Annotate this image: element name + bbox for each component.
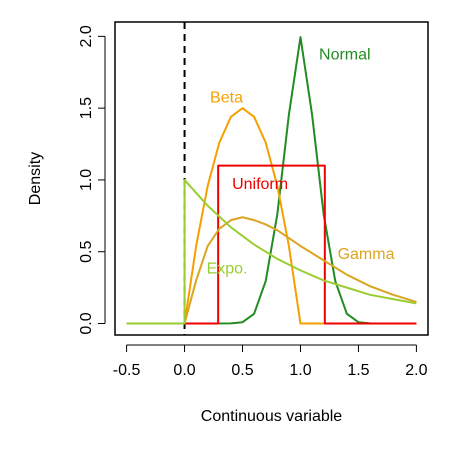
y-axis: 0.0 0.5 1.0 1.5 2.0	[78, 25, 106, 335]
y-tick-label: 1.0	[78, 169, 95, 191]
series-expo-line	[126, 178, 417, 325]
series-uniform-line	[126, 164, 417, 325]
series-layer	[126, 36, 417, 325]
series-label-normal: Normal	[319, 47, 371, 64]
series-label-uniform: Uniform	[232, 176, 288, 193]
x-axis: -0.5 0.0 0.5 1.0 1.5 2.0	[113, 344, 428, 379]
series-label-gamma: Gamma	[338, 246, 395, 263]
plot-area	[114, 21, 429, 336]
y-tick-label: 0.5	[78, 241, 95, 263]
series-label-beta: Beta	[210, 90, 243, 107]
y-tick-label: 2.0	[78, 25, 95, 47]
series-labels: Normal Beta Uniform Gamma Expo.	[207, 47, 395, 278]
y-tick-label: 1.5	[78, 97, 95, 119]
x-tick-label: -0.5	[113, 362, 141, 379]
x-tick-label: 0.0	[173, 362, 195, 379]
series-normal-line	[126, 36, 417, 325]
series-label-expo: Expo.	[207, 261, 248, 278]
series-gamma-line	[126, 216, 417, 325]
y-tick-label: 0.0	[78, 312, 95, 334]
series-beta-line	[126, 107, 417, 325]
x-tick-label: 1.0	[289, 362, 311, 379]
x-tick-label: 2.0	[405, 362, 427, 379]
x-tick-label: 1.5	[347, 362, 369, 379]
plot-frame	[114, 21, 429, 336]
y-axis-title: Density	[27, 152, 44, 205]
x-axis-title: Continuous variable	[201, 408, 343, 425]
x-tick-label: 0.5	[231, 362, 253, 379]
